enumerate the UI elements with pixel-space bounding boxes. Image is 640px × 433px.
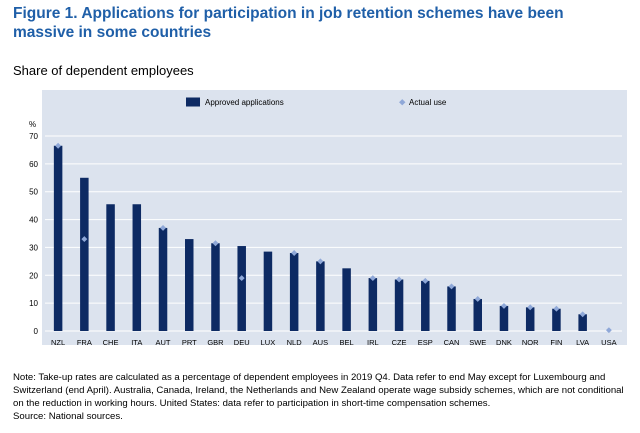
bar-can [447, 286, 456, 331]
actual-use-marker-usa [605, 327, 612, 334]
actual-use-marker-gbr [212, 240, 219, 247]
bar-swe [473, 298, 482, 331]
bar-prt [185, 239, 194, 331]
x-tick-label-gbr: GBR [207, 338, 224, 347]
note-text: Note: Take-up rates are calculated as a … [13, 372, 624, 409]
x-tick-label-lva: LVA [576, 338, 589, 347]
x-tick-label-deu: DEU [234, 338, 250, 347]
x-tick-label-fra: FRA [77, 338, 92, 347]
bar-aut [158, 227, 168, 331]
y-tick-label: 20 [29, 271, 38, 280]
bar-fin [552, 308, 561, 331]
x-tick-label-bel: BEL [340, 338, 354, 347]
figure-notes: Note: Take-up rates are calculated as a … [13, 371, 631, 423]
x-tick-label-che: CHE [103, 338, 119, 347]
figure-subtitle: Share of dependent employees [13, 63, 194, 78]
x-tick-label-nzl: NZL [51, 338, 65, 347]
bar-dnk [499, 305, 509, 331]
actual-use-marker-cze [396, 276, 403, 283]
bar-cze [394, 279, 404, 331]
bar-chart: Approved applications Actual use % 0 10 20… [29, 90, 627, 347]
y-tick-label: 10 [29, 299, 38, 308]
bar-nzl [53, 145, 63, 331]
bar-bel [342, 268, 351, 331]
actual-use-marker-nld [291, 250, 298, 256]
bar-esp [421, 280, 430, 331]
y-tick-label: 60 [29, 160, 38, 169]
actual-use-marker-swe [474, 295, 481, 302]
x-tick-label-esp: ESP [418, 338, 433, 347]
chart-background [42, 90, 627, 345]
x-tick-label-dnk: DNK [496, 338, 512, 347]
x-tick-label-cze: CZE [392, 338, 407, 347]
legend-approved-swatch [186, 97, 200, 107]
bar-gbr [211, 243, 220, 331]
bar-che [106, 204, 115, 331]
x-tick-label-nld: NLD [287, 338, 303, 347]
x-tick-label-usa: USA [601, 338, 616, 347]
y-tick-label: 0 [34, 327, 39, 336]
x-tick-label-ita: ITA [131, 338, 142, 347]
x-tick-label-prt: PRT [182, 338, 197, 347]
y-tick-label: 70 [29, 132, 38, 141]
bar-irl [368, 278, 378, 331]
bar-nld [289, 253, 299, 331]
x-axis-ticks: NZL FRA CHE ITA AUT PRT GBR DEU LUX NLD AUS BEL IRL C… [51, 338, 617, 347]
bar-nor [525, 307, 535, 331]
y-axis-unit: % [29, 120, 36, 129]
source-text: Source: National sources. [13, 411, 123, 422]
legend-approved-label: Approved applications [205, 98, 284, 107]
x-tick-label-lux: LUX [261, 338, 276, 347]
x-tick-label-swe: SWE [469, 338, 486, 347]
y-tick-label: 30 [29, 243, 38, 252]
x-tick-label-aut: AUT [156, 338, 171, 347]
gridlines [45, 135, 622, 332]
y-axis-ticks: 0 10 20 30 40 50 60 70 [29, 132, 38, 336]
bar-fra [80, 177, 89, 331]
actual-use-marker-fin [553, 305, 560, 312]
bars [53, 145, 587, 331]
x-tick-label-fin: FIN [550, 338, 562, 347]
actual-use-markers [55, 142, 612, 334]
x-tick-label-can: CAN [444, 338, 460, 347]
actual-use-marker-nor [527, 304, 534, 311]
x-tick-label-nor: NOR [522, 338, 539, 347]
actual-use-marker-irl [369, 275, 376, 282]
actual-use-marker-nzl [55, 142, 62, 149]
actual-use-marker-aut [160, 224, 166, 231]
bar-lux [263, 251, 273, 331]
figure-title: Figure 1. Applications for participation… [13, 5, 564, 41]
bar-deu [237, 246, 246, 331]
x-tick-label-irl: IRL [367, 338, 379, 347]
bar-aus [316, 261, 325, 331]
y-tick-label: 50 [29, 188, 38, 197]
bar-ita [132, 204, 142, 331]
x-tick-label-aus: AUS [313, 338, 328, 347]
y-tick-label: 40 [29, 216, 38, 225]
bar-lva [578, 314, 587, 331]
legend-actual-label: Actual use [409, 98, 447, 107]
